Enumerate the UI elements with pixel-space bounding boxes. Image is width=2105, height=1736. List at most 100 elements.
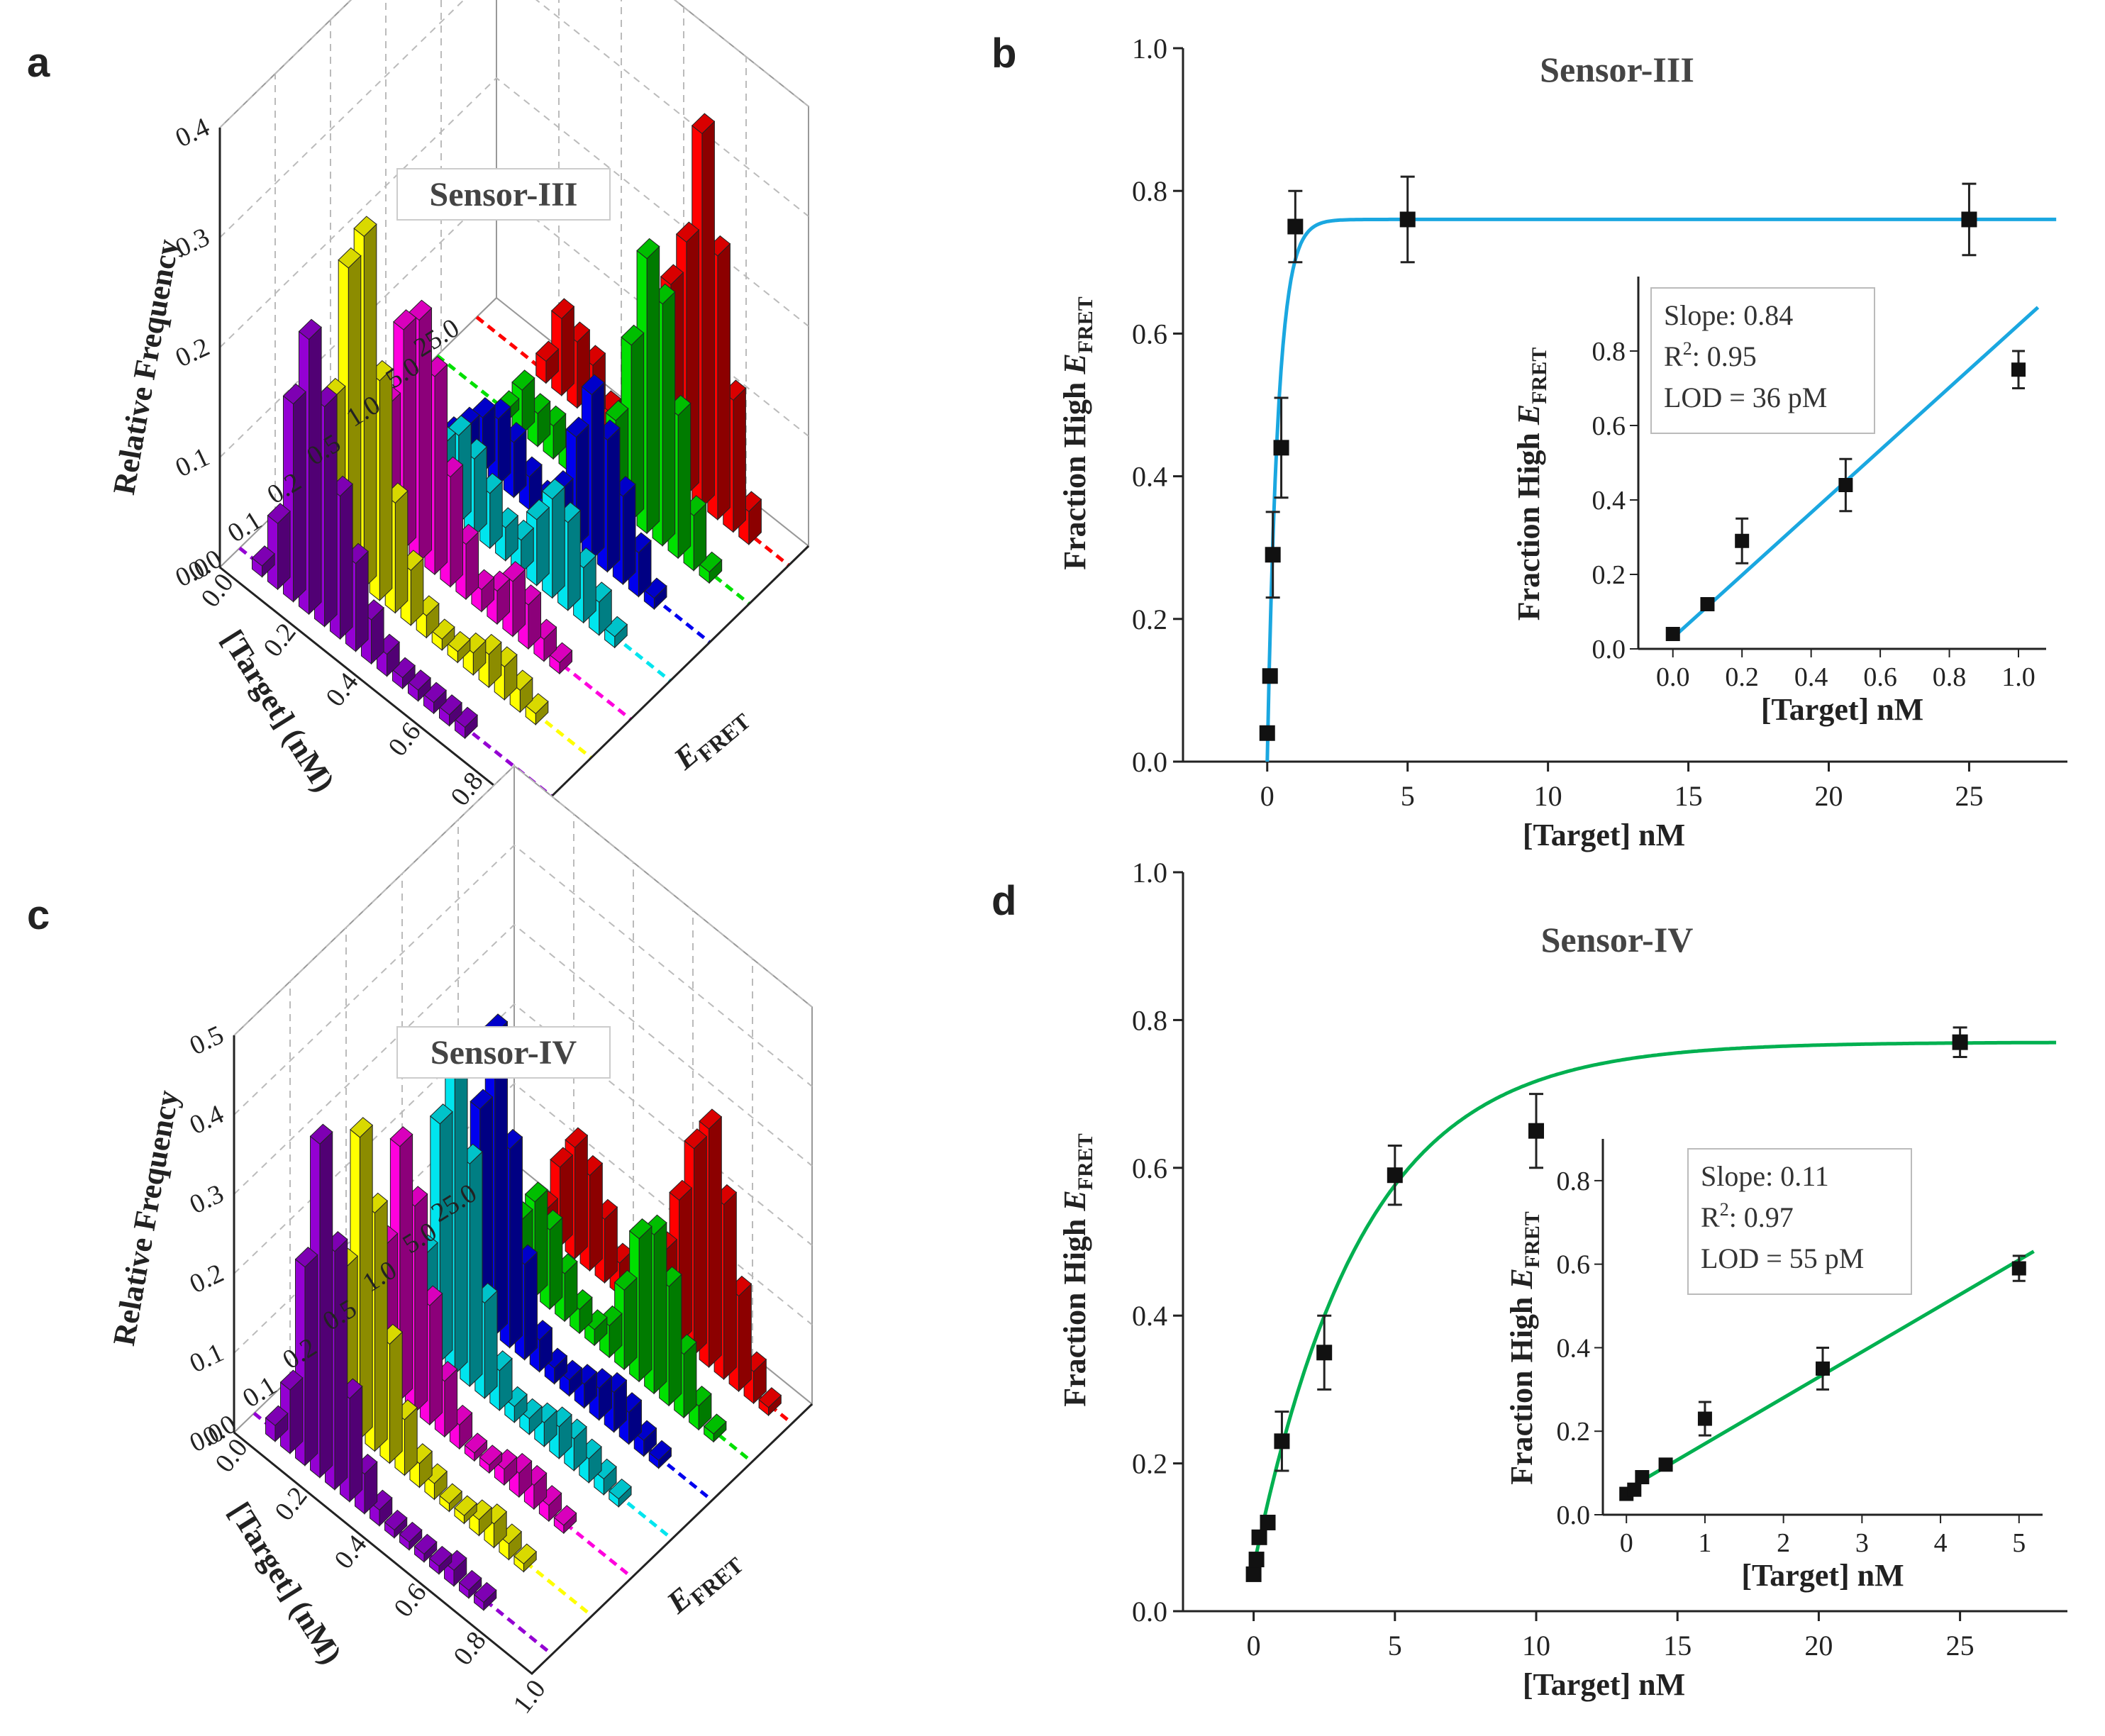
data-marker [1259, 725, 1275, 741]
data-marker [1248, 1552, 1265, 1568]
inset-data-marker [1627, 1482, 1642, 1497]
bar-side [701, 121, 715, 508]
bar-0.1-bin-11 [447, 630, 471, 664]
bar-top [581, 374, 605, 396]
bar-top [643, 577, 667, 599]
bar-0.0-bin-13 [438, 694, 462, 727]
bar-side [497, 406, 511, 486]
bar-0.5-bin-16 [604, 616, 628, 649]
bar-top [565, 1127, 589, 1148]
bar-top [389, 1126, 413, 1147]
annotation-r2: R2: 0.97 [1701, 1199, 1794, 1233]
bar-top [443, 1549, 467, 1571]
bar-top [499, 1523, 522, 1545]
x-tick-label: 20 [1804, 1630, 1833, 1662]
bar-top [565, 416, 589, 438]
title-box [396, 1026, 611, 1079]
inset-plot: 0.0 0.2 0.4 0.6 0.8 1.0 0.0 0.2 0.4 0.6 0.8 [Target… [1511, 277, 2046, 727]
bar-top [549, 642, 573, 664]
inset-y-tick-label: 0.0 [1557, 1501, 1591, 1530]
bar-0.5-bin-15 [594, 1458, 617, 1496]
x-tick-label: 15 [1674, 780, 1703, 812]
data-point [1265, 511, 1281, 599]
data-point [1316, 1314, 1333, 1391]
inset-x-tick-label: 1.0 [2001, 662, 2035, 692]
inset-data-point [1658, 1457, 1673, 1472]
bar-top [541, 478, 566, 500]
bar-side [552, 486, 565, 599]
bar-top [676, 221, 700, 243]
y-tick-label: 1.0 [1132, 857, 1167, 889]
inset-y-tick-label: 0.6 [1592, 411, 1626, 441]
bar-top [535, 340, 560, 362]
bar-0.1-bin-14 [499, 1523, 522, 1561]
bar-side [429, 1292, 443, 1426]
inset-y-axis-title-italic: E [1504, 1268, 1539, 1289]
inset-y-axis-title-sub: FRET [1528, 347, 1551, 404]
x-tick-label: 0 [1260, 780, 1274, 812]
bar-0.2-bin-11 [487, 570, 511, 625]
annotation-slope: Slope: 0.11 [1701, 1160, 1829, 1192]
bar-0.1-bin-9 [424, 1463, 448, 1501]
bar-0.0-bin-2 [267, 503, 291, 591]
x-axis-title: [Target] nM [1523, 818, 1685, 852]
inset-y-axis-title-main: Fraction High [1511, 425, 1546, 621]
annotation-r2-value: : 0.97 [1729, 1201, 1794, 1233]
inset-data-marker [1658, 1457, 1673, 1472]
data-marker [1262, 668, 1278, 684]
y-tick-label: 0.6 [1132, 1152, 1167, 1184]
annotation-box [1650, 287, 1875, 434]
inset-x-tick-label: 4 [1934, 1528, 1948, 1558]
y-axis-title-italic: E [1057, 1190, 1092, 1211]
inset-x-tick-label: 0.6 [1863, 662, 1897, 692]
bar-side [677, 402, 692, 560]
bar-top [699, 551, 723, 573]
bar-top [524, 1181, 548, 1203]
bar-top [251, 545, 275, 567]
bar-0.0-bin-15 [473, 1581, 497, 1611]
bar-top [479, 1445, 503, 1466]
bar-top [439, 1483, 462, 1504]
bar-side [379, 367, 393, 602]
y-axis-title-italic: E [1057, 353, 1092, 374]
data-point [1961, 182, 1977, 257]
inset-data-point [1697, 1401, 1712, 1437]
bar-0.0-bin-11 [407, 669, 431, 702]
chart-title: Sensor-IV [431, 1034, 577, 1072]
y-tick-label: 0.8 [1132, 1004, 1167, 1036]
bar-side [606, 427, 621, 573]
y-axis-title-main: Fraction High [1057, 374, 1092, 570]
inset-x-tick-label: 0.8 [1933, 662, 1967, 692]
annotation-slope: Slope: 0.84 [1664, 299, 1793, 331]
bar-top [424, 1463, 448, 1484]
bar-top [454, 706, 478, 728]
bar-side [733, 387, 746, 533]
gridline-freq [233, 764, 813, 1036]
gridline-freq [219, 0, 809, 128]
bar-top [553, 1505, 577, 1526]
y-tick-label: 0.6 [1132, 318, 1167, 350]
inset-y-tick-label: 0.4 [1557, 1333, 1591, 1363]
bar-side [653, 1221, 667, 1395]
inset-data-marker [1735, 533, 1750, 548]
bar-top [692, 113, 716, 135]
bar-top [660, 264, 684, 286]
bar-top [458, 1569, 482, 1591]
inset-y-tick-label: 0.6 [1557, 1250, 1591, 1280]
inset-y-axis-title: Fraction High EFRET [1504, 1211, 1544, 1485]
bar-side [334, 1238, 348, 1491]
bar-top [279, 1369, 304, 1391]
inset-x-axis-title: [Target] nM [1741, 1558, 1904, 1593]
bar-top [393, 309, 417, 330]
bar-1.0-bin-16 [643, 577, 667, 611]
bar-0.2-bin-10 [479, 1445, 503, 1474]
bar-top [267, 503, 291, 524]
bar-0.0-bin-12 [423, 681, 447, 715]
bar-side [450, 464, 464, 588]
bar-top [513, 1543, 537, 1564]
bar-side [723, 1191, 737, 1381]
inset-x-tick-label: 0.0 [1656, 662, 1690, 692]
bar-top [544, 1347, 568, 1369]
bar-top [584, 1309, 608, 1330]
